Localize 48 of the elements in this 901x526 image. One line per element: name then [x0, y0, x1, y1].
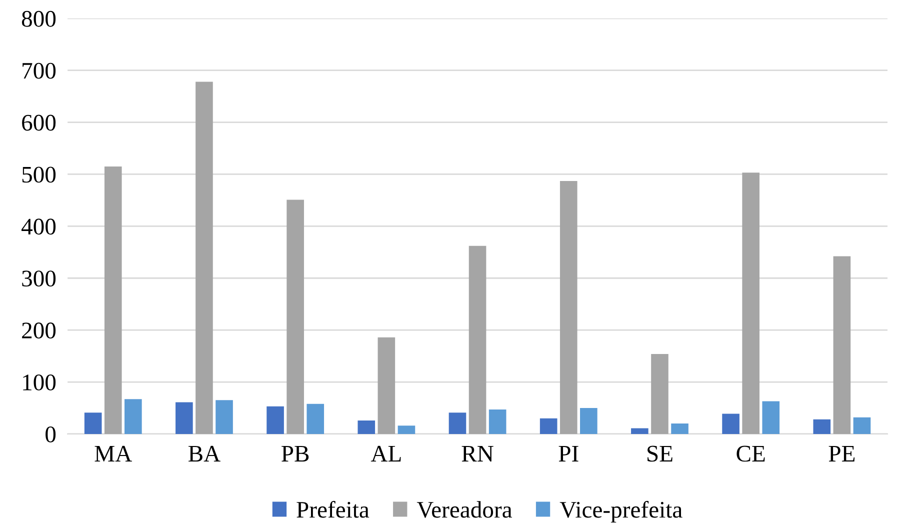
bar: [468, 246, 486, 434]
bar: [306, 404, 324, 434]
bar: [833, 256, 851, 434]
bar: [671, 424, 688, 434]
x-tick-label: PI: [558, 446, 578, 462]
x-tick-label: AL: [370, 446, 401, 462]
y-tick-label: 600: [22, 114, 56, 131]
bar: [540, 418, 558, 434]
bar: [742, 172, 760, 434]
y-tick-label: 500: [22, 166, 56, 183]
bar: [448, 412, 466, 434]
bar: [488, 410, 506, 434]
bar: [286, 200, 304, 434]
y-tick-label: 100: [23, 374, 56, 390]
x-tick-label: PB: [282, 446, 309, 462]
bar: [762, 401, 780, 434]
bar: [631, 428, 648, 434]
bar: [722, 414, 740, 434]
bar: [378, 337, 396, 434]
y-tick-label: 800: [22, 10, 56, 27]
y-tick-label: 200: [22, 322, 56, 338]
bar: [216, 400, 233, 434]
bar: [104, 166, 122, 434]
x-tick-label: SE: [648, 446, 672, 462]
x-tick-label: MA: [94, 446, 132, 462]
y-tick-label: 400: [22, 218, 56, 235]
y-tick-label: 0: [46, 426, 56, 442]
y-tick-label: 700: [22, 62, 56, 79]
bar: [196, 82, 213, 434]
bar: [813, 419, 831, 434]
bar: [853, 417, 871, 434]
bar: [398, 426, 416, 434]
bar: [560, 180, 578, 434]
bar: [580, 408, 598, 434]
x-tick-label: RN: [462, 446, 494, 462]
bar: [651, 354, 668, 434]
x-tick-label: BA: [188, 446, 220, 462]
bar: [266, 406, 284, 434]
bar: [358, 420, 376, 434]
bar: [176, 402, 193, 434]
bar: [124, 399, 142, 434]
legend-label: Prefeita: [296, 500, 370, 518]
legend-label: Vereadora: [416, 501, 512, 518]
x-tick-label: CE: [736, 446, 765, 462]
x-tick-label: PE: [828, 446, 855, 462]
bar: [84, 412, 102, 434]
y-tick-label: 300: [22, 270, 56, 287]
legend-label: Vice-prefeita: [560, 500, 682, 523]
